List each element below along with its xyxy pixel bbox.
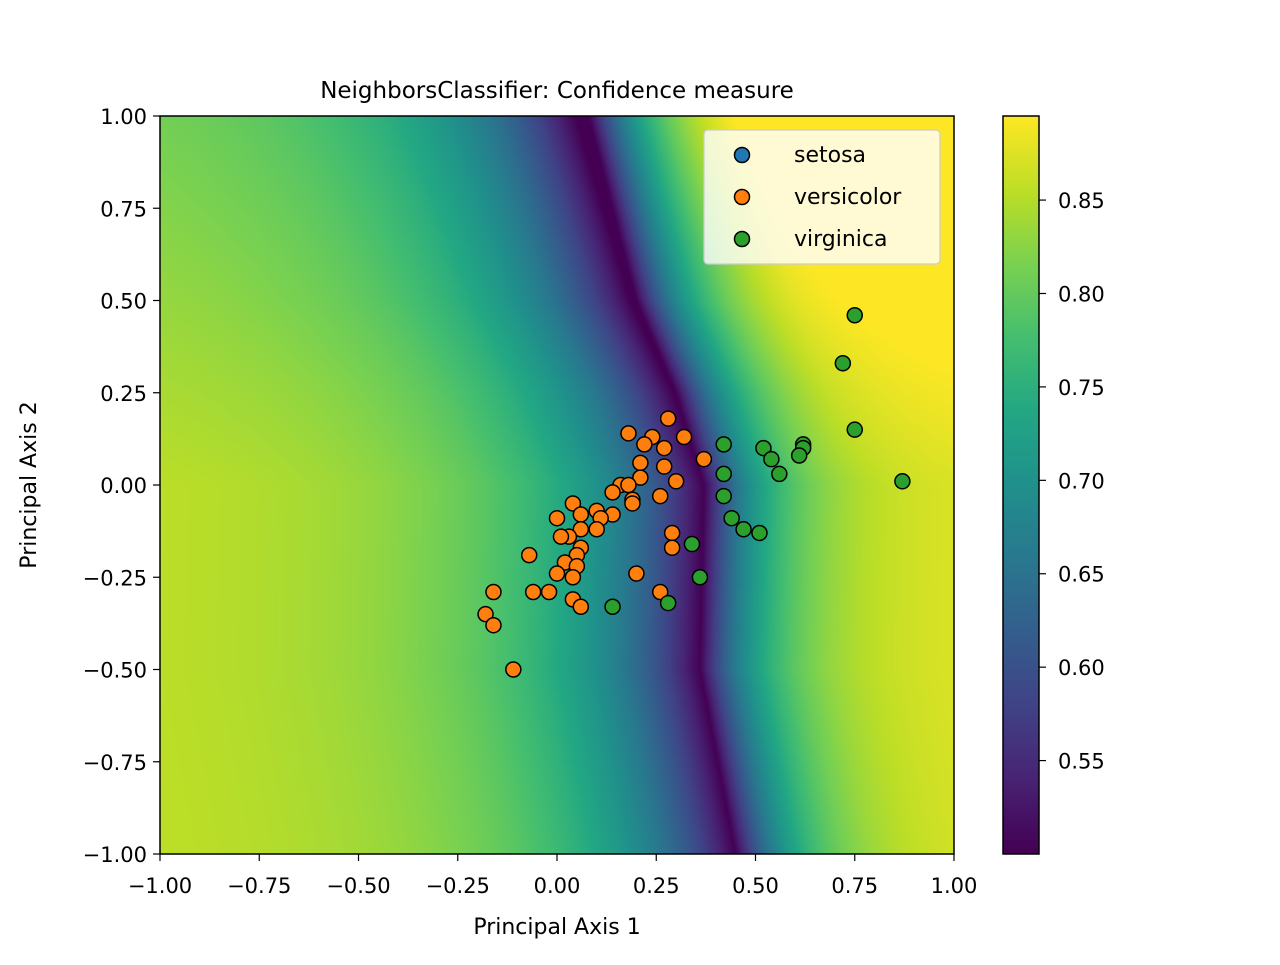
data-point-versicolor bbox=[477, 605, 494, 623]
data-point-versicolor bbox=[663, 539, 681, 556]
y-tick-label: 0.25 bbox=[100, 382, 147, 406]
data-point-versicolor bbox=[667, 473, 685, 490]
data-point-versicolor bbox=[540, 583, 558, 601]
data-point-virginica bbox=[683, 535, 701, 553]
data-point-versicolor bbox=[695, 450, 713, 468]
data-point-versicolor bbox=[632, 454, 649, 472]
data-point-virginica bbox=[659, 594, 677, 612]
data-point-virginica bbox=[834, 354, 852, 372]
colorbar-tick-label: 0.85 bbox=[1058, 189, 1105, 213]
y-axis: −1.00 −0.75 −0.50 −0.25 0.00 0.25 0.50 0.75 1.00 bbox=[83, 105, 160, 867]
data-point-virginica bbox=[894, 473, 911, 490]
data-point-virginica bbox=[763, 450, 780, 468]
data-point-virginica bbox=[715, 487, 732, 505]
data-point-versicolor bbox=[620, 476, 637, 494]
data-point-versicolor bbox=[548, 509, 566, 527]
colorbar-tick-label: 0.60 bbox=[1058, 656, 1105, 680]
x-tick-label: −1.00 bbox=[128, 874, 192, 898]
y-tick-label: 0.00 bbox=[100, 474, 147, 498]
scatter-points bbox=[477, 307, 911, 678]
data-point-versicolor bbox=[564, 495, 582, 512]
x-tick-label: −0.25 bbox=[426, 874, 490, 898]
x-tick-label: −0.75 bbox=[227, 874, 291, 898]
data-point-versicolor bbox=[651, 583, 669, 601]
data-point-virginica bbox=[735, 521, 752, 538]
y-tick-label: 0.50 bbox=[100, 290, 147, 314]
y-tick-label: 0.75 bbox=[100, 197, 147, 221]
x-tick-label: 0.00 bbox=[534, 874, 581, 898]
y-tick-label: 1.00 bbox=[100, 105, 147, 129]
data-point-versicolor bbox=[636, 436, 653, 453]
chart-title: NeighborsClassifier: Confidence measure bbox=[320, 78, 794, 104]
x-tick-label: 1.00 bbox=[931, 874, 978, 898]
data-point-virginica bbox=[715, 465, 732, 483]
x-tick-label: 0.75 bbox=[831, 874, 878, 898]
y-tick-label: −0.25 bbox=[83, 566, 147, 590]
data-point-versicolor bbox=[524, 583, 542, 601]
data-point-versicolor bbox=[604, 484, 621, 501]
data-point-virginica bbox=[691, 569, 709, 586]
data-point-versicolor bbox=[564, 569, 582, 586]
data-point-versicolor bbox=[663, 524, 681, 542]
colorbar-tick-label: 0.80 bbox=[1058, 282, 1105, 306]
x-axis-label: Principal Axis 1 bbox=[473, 915, 640, 940]
colorbar: 0.55 0.60 0.65 0.70 0.75 0.80 0.85 bbox=[1002, 115, 1105, 855]
colorbar-tick-label: 0.70 bbox=[1058, 469, 1105, 493]
legend-marker-versicolor bbox=[733, 188, 751, 206]
data-point-versicolor bbox=[552, 528, 570, 545]
y-tick-label: −0.50 bbox=[83, 659, 147, 683]
legend-label-virginica: virginica bbox=[794, 227, 888, 252]
data-point-virginica bbox=[846, 307, 863, 324]
colorbar-tick-label: 0.75 bbox=[1058, 376, 1105, 400]
y-tick-label: −0.75 bbox=[83, 751, 147, 775]
x-tick-label: 0.50 bbox=[732, 874, 779, 898]
x-axis: −1.00 −0.75 −0.50 −0.25 0.00 0.25 0.50 0.75 1.00 bbox=[128, 854, 978, 898]
x-tick-label: 0.25 bbox=[633, 874, 680, 898]
legend-label-versicolor: versicolor bbox=[794, 185, 902, 210]
y-tick-label: −1.00 bbox=[83, 843, 147, 867]
data-point-virginica bbox=[846, 421, 863, 438]
colorbar-frame bbox=[1002, 115, 1040, 855]
data-point-versicolor bbox=[572, 598, 590, 616]
x-tick-label: −0.50 bbox=[326, 874, 390, 898]
data-point-virginica bbox=[604, 598, 621, 616]
colorbar-tick-label: 0.65 bbox=[1058, 563, 1105, 587]
data-point-virginica bbox=[751, 524, 768, 542]
data-point-virginica bbox=[723, 509, 740, 527]
legend-marker-setosa bbox=[733, 146, 751, 164]
series-versicolor bbox=[477, 410, 713, 678]
data-point-virginica bbox=[790, 447, 808, 464]
data-point-versicolor bbox=[485, 583, 502, 601]
data-point-versicolor bbox=[655, 439, 673, 457]
data-point-versicolor bbox=[628, 565, 645, 582]
data-point-versicolor bbox=[548, 565, 566, 582]
data-point-versicolor bbox=[675, 428, 693, 446]
legend-marker-virginica bbox=[733, 230, 751, 248]
data-point-versicolor bbox=[520, 546, 538, 564]
data-point-versicolor bbox=[632, 469, 649, 486]
data-point-versicolor bbox=[588, 521, 605, 538]
colorbar-tick-label: 0.55 bbox=[1058, 750, 1105, 774]
data-point-virginica bbox=[755, 439, 772, 457]
data-point-versicolor bbox=[655, 458, 673, 475]
data-point-versicolor bbox=[624, 495, 641, 512]
data-point-virginica bbox=[771, 465, 788, 483]
legend-box bbox=[703, 129, 941, 265]
series-virginica bbox=[604, 307, 911, 616]
data-point-versicolor bbox=[572, 506, 590, 523]
data-point-versicolor bbox=[572, 521, 590, 538]
colorbar-gradient bbox=[1003, 116, 1039, 854]
data-point-versicolor bbox=[485, 616, 502, 634]
legend: setosa versicolor virginica bbox=[703, 129, 941, 265]
data-point-versicolor bbox=[651, 487, 669, 505]
data-point-versicolor bbox=[620, 425, 637, 442]
data-point-versicolor bbox=[505, 661, 522, 678]
y-axis-label: Principal Axis 2 bbox=[17, 401, 42, 568]
data-point-versicolor bbox=[659, 410, 677, 427]
data-point-virginica bbox=[715, 436, 732, 453]
legend-label-setosa: setosa bbox=[794, 143, 866, 168]
